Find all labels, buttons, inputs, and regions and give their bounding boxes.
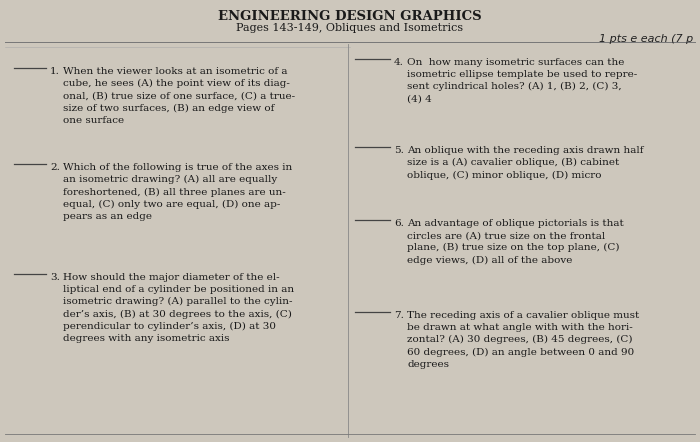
Text: 7.: 7. [394,311,404,320]
Text: 5.: 5. [394,146,404,155]
Text: An oblique with the receding axis drawn half
size is a (A) cavalier oblique, (B): An oblique with the receding axis drawn … [407,146,643,179]
Text: Pages 143-149, Obliques and Isometrics: Pages 143-149, Obliques and Isometrics [237,23,463,33]
Text: 1 pts e each (7 p: 1 pts e each (7 p [598,34,693,44]
Text: 3.: 3. [50,273,60,282]
Text: When the viewer looks at an isometric of a
cube, he sees (A) the point view of i: When the viewer looks at an isometric of… [63,67,295,125]
Text: An advantage of oblique pictorials is that
circles are (A) true size on the fron: An advantage of oblique pictorials is th… [407,219,624,265]
Text: How should the major diameter of the el-
liptical end of a cylinder be positione: How should the major diameter of the el-… [63,273,294,343]
Text: 4.: 4. [394,58,404,67]
Text: Which of the following is true of the axes in
an isometric drawing? (A) all are : Which of the following is true of the ax… [63,163,293,221]
Text: The receding axis of a cavalier oblique must
be drawn at what angle with with th: The receding axis of a cavalier oblique … [407,311,639,369]
Text: ENGINEERING DESIGN GRAPHICS: ENGINEERING DESIGN GRAPHICS [218,10,482,23]
Text: 1.: 1. [50,67,60,76]
Text: 2.: 2. [50,163,60,172]
Text: On  how many isometric surfaces can the
isometric ellipse template be used to re: On how many isometric surfaces can the i… [407,58,637,103]
Text: 6.: 6. [394,219,404,228]
